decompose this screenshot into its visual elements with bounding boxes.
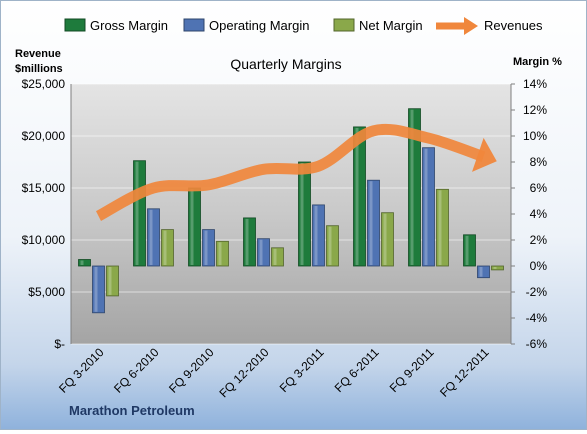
bar-gross-margin [243, 217, 256, 267]
bar-operating-margin [257, 238, 270, 267]
x-tick-label: FQ 12-2011 [437, 345, 492, 400]
legend-swatch-arrow [464, 17, 478, 35]
bar-highlight [163, 230, 167, 265]
left-tick-label: $5,000 [28, 285, 65, 299]
bar-highlight [218, 242, 222, 265]
legend-swatch-operating-margin [183, 18, 205, 32]
revenues-arrow-head [472, 137, 497, 172]
bar-highlight [410, 109, 414, 265]
legend-label-gross-margin: Gross Margin [90, 18, 168, 33]
bar-highlight [135, 161, 139, 265]
bar-net-margin [491, 265, 504, 271]
bar-highlight [369, 181, 373, 265]
bar-highlight [383, 213, 387, 265]
x-axis: FQ 3-2010 FQ 6-2010 FQ 9-2010 FQ 12-2010 FQ … [56, 345, 492, 400]
right-tick-label: 2% [530, 233, 548, 247]
bar-operating-margin [312, 204, 325, 267]
right-tick-label: 8% [530, 155, 548, 169]
left-axis: $- $5,000 $10,000 $15,000 $20,000 $25,000 [22, 77, 66, 351]
bar-gross-margin [188, 187, 201, 267]
bar-gross-margin [298, 161, 311, 267]
bar-highlight [465, 235, 469, 265]
revenues-series-line [95, 123, 486, 221]
bar-net-margin [106, 265, 119, 297]
bar-highlight [108, 267, 112, 295]
right-tick-label: 10% [523, 129, 547, 143]
bar-highlight [149, 209, 153, 265]
bar-highlight [190, 189, 194, 265]
x-tick-label: FQ 12-2010 [216, 345, 271, 400]
legend-label-operating-margin: Operating Margin [209, 18, 309, 33]
right-tick-label: -4% [526, 311, 548, 325]
bar-highlight [80, 260, 84, 265]
bar-operating-margin [147, 208, 160, 267]
bar-operating-margin [367, 179, 380, 267]
bar-gross-margin [353, 126, 366, 267]
bar-highlight [204, 230, 208, 265]
bar-highlight [94, 267, 98, 312]
bar-highlight [259, 239, 263, 265]
right-axis: -6% -4% -2% 0% 2% 4% 6% 8% 10% 12% 14% [511, 77, 547, 351]
bar-highlight [355, 127, 359, 266]
left-axis-title-line1: Revenue [15, 48, 61, 60]
bar-highlight [493, 267, 497, 269]
bar-gross-margin [78, 259, 91, 267]
x-tick-label: FQ 3-2011 [277, 345, 327, 395]
right-tick-label: 4% [530, 207, 548, 221]
left-axis-title-line2: $millions [15, 63, 63, 75]
right-tick-label: -6% [526, 337, 548, 351]
legend-swatch-gross-margin [64, 18, 86, 32]
bar-highlight [314, 205, 318, 265]
bar-net-margin [326, 225, 339, 267]
bar-highlight [300, 163, 304, 265]
left-tick-label: $15,000 [22, 181, 66, 195]
bar-gross-margin [408, 108, 421, 267]
right-tick-label: 6% [530, 181, 548, 195]
chart-title: Quarterly Margins [230, 56, 341, 72]
bar-net-margin [436, 188, 449, 267]
right-axis-title: Margin % [513, 56, 562, 68]
x-tick-label: FQ 9-2011 [387, 345, 437, 395]
bar-highlight [245, 218, 249, 265]
footer-label: Marathon Petroleum [69, 403, 195, 418]
bar-net-margin [381, 212, 394, 267]
x-tick-label: FQ 3-2010 [56, 345, 107, 396]
bar-operating-margin [422, 147, 435, 267]
right-tick-label: 0% [530, 259, 548, 273]
bar-net-margin [216, 240, 229, 267]
bar-highlight [479, 267, 483, 277]
bar-highlight [273, 248, 277, 265]
bars [78, 108, 504, 314]
revenues-line [95, 123, 497, 221]
right-tick-label: 14% [523, 77, 547, 91]
bar-net-margin [271, 247, 284, 267]
bar-highlight [438, 190, 442, 265]
bar-gross-margin [463, 234, 476, 267]
legend: Gross Margin Operating Margin Net Margin Re… [64, 17, 543, 35]
left-tick-label: $- [54, 337, 65, 351]
left-tick-label: $20,000 [22, 129, 66, 143]
bar-highlight [328, 226, 332, 265]
bar-operating-margin [202, 229, 215, 267]
bar-gross-margin [133, 160, 146, 267]
x-tick-label: FQ 6-2010 [111, 345, 162, 396]
right-tick-label: -2% [526, 285, 548, 299]
x-tick-label: FQ 6-2011 [332, 345, 382, 395]
x-tick-label: FQ 9-2010 [166, 345, 217, 396]
legend-label-revenues: Revenues [484, 18, 543, 33]
left-tick-label: $25,000 [22, 77, 66, 91]
right-tick-label: 12% [523, 103, 547, 117]
bar-operating-margin [477, 265, 490, 279]
left-tick-label: $10,000 [22, 233, 66, 247]
bar-highlight [424, 148, 428, 265]
bar-operating-margin [92, 265, 105, 314]
bar-net-margin [161, 229, 174, 267]
legend-swatch-net-margin [333, 18, 355, 32]
legend-label-net-margin: Net Margin [359, 18, 423, 33]
